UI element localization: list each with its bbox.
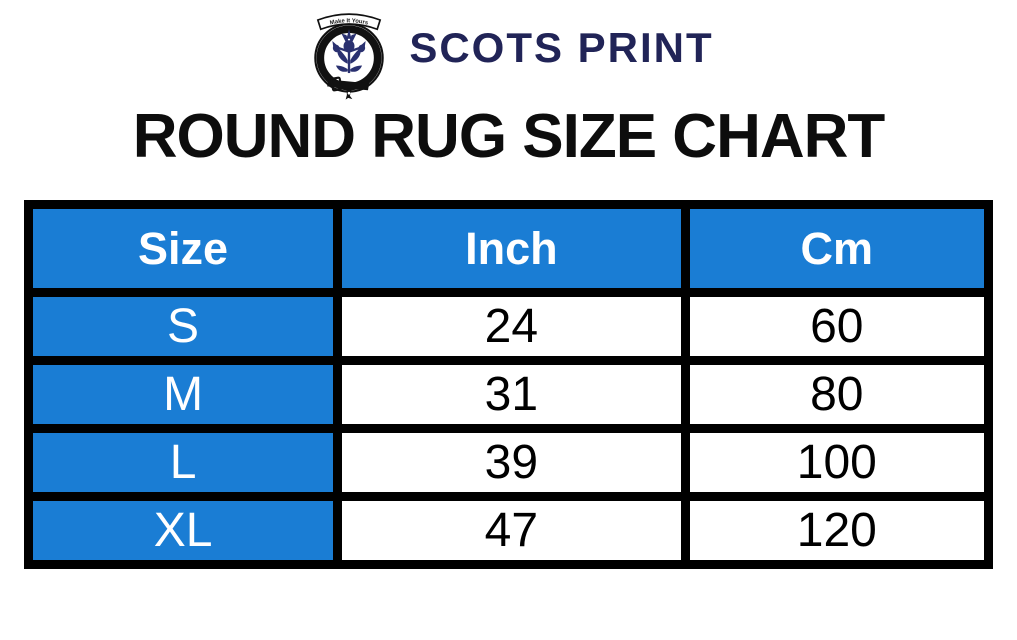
inch-cell: 39 xyxy=(333,424,690,501)
header-row: Size Inch Cm xyxy=(23,200,994,297)
belt-buckle-glyph xyxy=(327,76,370,100)
size-cell: S xyxy=(23,288,343,365)
cm-cell: 100 xyxy=(680,424,994,501)
page-title: ROUND RUG SIZE CHART xyxy=(132,102,886,171)
banner-text: Make It Yours xyxy=(330,18,370,27)
table-row-m: M 31 80 xyxy=(23,356,994,433)
column-header-cm: Cm xyxy=(680,200,994,297)
table-row-l: L 39 100 xyxy=(23,424,994,501)
brand-header: Make It Yours SCOTS PRINT xyxy=(0,0,1017,100)
size-cell: M xyxy=(23,356,343,433)
svg-text:Make It Yours: Make It Yours xyxy=(330,18,370,27)
cm-cell: 80 xyxy=(680,356,994,433)
inch-cell: 31 xyxy=(333,356,690,433)
size-chart-table: Size Inch Cm S 24 60 M 31 80 L 39 100 XL… xyxy=(23,200,994,569)
inch-cell: 47 xyxy=(333,492,690,569)
column-header-inch: Inch xyxy=(333,200,690,297)
cm-cell: 60 xyxy=(680,288,994,365)
thistle-crest-icon: Make It Yours xyxy=(314,13,385,100)
thistle-glyph xyxy=(332,29,366,74)
cm-cell: 120 xyxy=(680,492,994,569)
inch-cell: 24 xyxy=(333,288,690,365)
size-cell: L xyxy=(23,424,343,501)
brand-name: SCOTS PRINT xyxy=(409,24,714,71)
column-header-size: Size xyxy=(23,200,343,297)
table-row-xl: XL 47 120 xyxy=(23,492,994,569)
table-row-s: S 24 60 xyxy=(23,288,994,365)
size-cell: XL xyxy=(23,492,343,569)
